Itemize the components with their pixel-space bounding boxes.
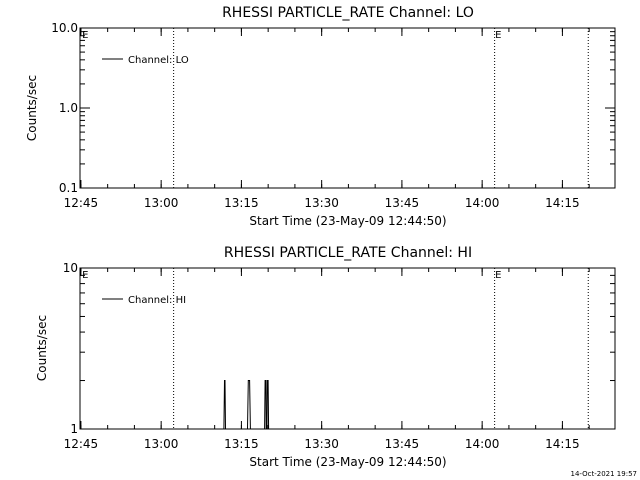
y-tick-label: 10.0 (51, 21, 78, 35)
chart-title: RHESSI PARTICLE_RATE Channel: HI (224, 245, 472, 261)
x-tick-label: 13:30 (304, 196, 339, 210)
legend-label: Channel: LO (128, 55, 189, 66)
plot-area: 12:45 13:00 13:15 13:30 13:45 14:00 14:15 0.1 1.… (51, 21, 616, 210)
hi-channel-panel: RHESSI PARTICLE_RATE Channel: HI Start T… (35, 245, 616, 469)
x-tick-label: 13:00 (144, 437, 179, 451)
x-tick-label: 13:15 (224, 437, 259, 451)
x-tick-label: 14:00 (465, 196, 500, 210)
y-tick-label: 0.1 (59, 181, 78, 195)
timestamp: 14-Oct-2021 19:57 (571, 470, 637, 478)
x-axis-label: Start Time (23-May-09 12:44:50) (249, 214, 446, 228)
lo-channel-panel: RHESSI PARTICLE_RATE Channel: LO Start T… (25, 5, 616, 228)
event-marker: E (495, 30, 501, 41)
x-tick-label: 14:15 (545, 196, 580, 210)
event-marker: E (495, 270, 501, 281)
plot-frame (79, 27, 616, 189)
x-tick-label: 13:15 (224, 196, 259, 210)
x-tick-label: 13:30 (304, 437, 339, 451)
x-tick-label: 14:00 (465, 437, 500, 451)
legend-label: Channel: HI (128, 295, 186, 306)
chart-title: RHESSI PARTICLE_RATE Channel: LO (222, 5, 474, 21)
event-marker: E (82, 270, 88, 281)
y-tick-label: 10 (63, 261, 78, 275)
y-axis-label: Counts/sec (35, 315, 49, 381)
series-line (223, 380, 270, 430)
y-tick-label: 1.0 (59, 101, 78, 115)
x-tick-label: 13:45 (385, 196, 420, 210)
x-axis-label: Start Time (23-May-09 12:44:50) (249, 455, 446, 469)
x-tick-label: 13:45 (385, 437, 420, 451)
x-tick-label: 12:45 (64, 437, 99, 451)
y-axis-label: Counts/sec (25, 75, 39, 141)
plot-frame (79, 267, 616, 430)
x-tick-label: 14:15 (545, 437, 580, 451)
x-tick-label: 12:45 (64, 196, 99, 210)
plot-area: 12:45 13:00 13:15 13:30 13:45 14:00 14:15 1 10 E E (63, 261, 616, 451)
x-tick-label: 13:00 (144, 196, 179, 210)
y-tick-label: 1 (70, 422, 78, 436)
event-marker: E (82, 30, 88, 41)
